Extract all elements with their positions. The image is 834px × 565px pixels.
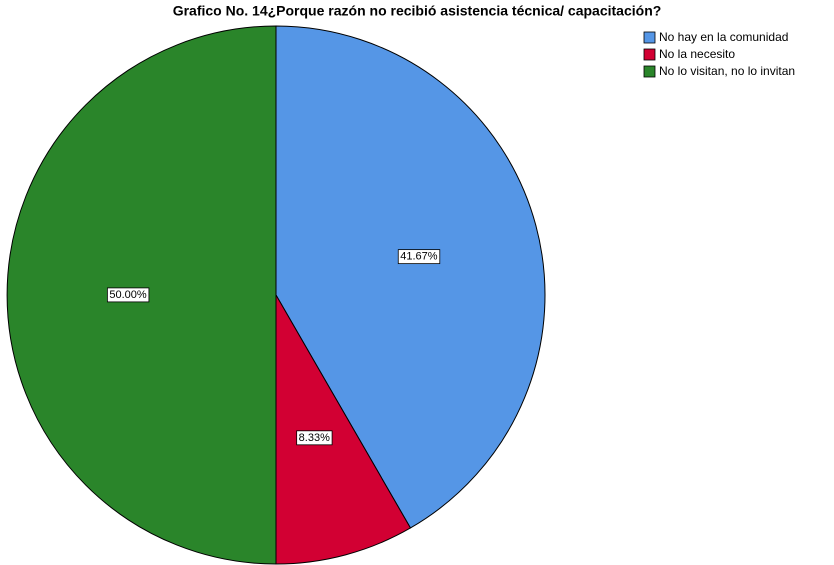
data-label-box — [296, 430, 333, 446]
data-label-box — [106, 287, 150, 303]
legend-label: No hay en la comunidad — [659, 30, 788, 44]
data-label: 50.00% — [109, 289, 147, 301]
pie-slice — [275, 293, 412, 565]
data-label-box — [397, 249, 441, 265]
legend-swatch — [643, 31, 656, 44]
legend-label: No lo visitan, no lo invitan — [659, 64, 795, 78]
legend-swatch — [643, 65, 656, 78]
data-label: 41.67% — [400, 251, 438, 263]
legend-swatch — [643, 48, 656, 61]
chart-title: Grafico No. 14¿Porque razón no recibió a… — [173, 3, 662, 19]
data-label: 8.33% — [299, 432, 330, 444]
pie-slice — [275, 25, 546, 529]
legend-label: No la necesito — [659, 47, 735, 61]
